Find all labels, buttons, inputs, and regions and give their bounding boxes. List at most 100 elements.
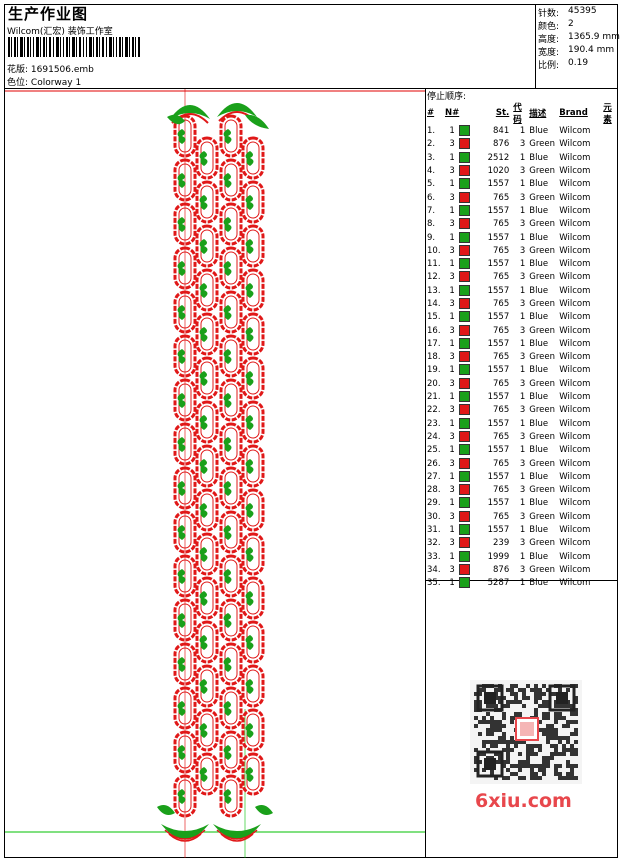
chain-link <box>195 708 219 752</box>
chain-link <box>195 620 219 664</box>
table-row: 30. 3 765 3 Green Wilcom <box>427 510 591 522</box>
color-swatch <box>459 404 471 416</box>
watermark-logo: 6xiu.com <box>475 790 572 812</box>
top-ornament <box>217 103 257 117</box>
color-swatch <box>459 537 471 549</box>
color-swatch <box>459 497 471 509</box>
leaf-motif <box>177 525 186 540</box>
table-row: 31. 1 1557 1 Blue Wilcom <box>427 524 591 536</box>
leaf-motif <box>245 415 254 430</box>
leaf-motif <box>177 129 186 144</box>
leaf-motif <box>199 415 208 430</box>
color-swatch <box>459 231 471 243</box>
table-row: 6. 3 765 3 Green Wilcom <box>427 191 591 203</box>
stat-colors: 颜色: 2 <box>538 19 574 32</box>
color-swatch <box>459 324 471 336</box>
leaf-motif <box>199 195 208 210</box>
leaf-motif <box>199 503 208 518</box>
stop-sequence-title: 停止顺序: <box>427 92 467 102</box>
chain-link <box>195 488 219 532</box>
chain-link <box>195 532 219 576</box>
leaf-motif <box>177 657 186 672</box>
table-row: 14. 3 765 3 Green Wilcom <box>427 298 591 309</box>
chain-link <box>219 642 243 686</box>
sheet-frame <box>4 4 618 858</box>
table-row: 20. 3 765 3 Green Wilcom <box>427 377 591 389</box>
table-row: 13. 1 1557 1 Blue Wilcom <box>427 284 591 296</box>
chain-link <box>173 774 197 818</box>
chain-link <box>173 730 197 774</box>
leaf-motif <box>199 371 208 386</box>
chain-link <box>219 466 243 510</box>
chain-link <box>241 752 265 796</box>
leaf-motif <box>199 723 208 738</box>
chain-link <box>195 664 219 708</box>
chain-link <box>241 444 265 488</box>
table-row: 26. 3 765 3 Green Wilcom <box>427 457 591 469</box>
leaf-motif <box>223 393 232 408</box>
table-row: 15. 1 1557 1 Blue Wilcom <box>427 311 591 323</box>
chain-link <box>219 774 243 818</box>
chain-link <box>195 312 219 356</box>
chain-link <box>241 400 265 444</box>
color-swatch <box>459 457 471 469</box>
table-row: 12. 3 765 3 Green Wilcom <box>427 271 591 283</box>
table-row: 5. 1 1557 1 Blue Wilcom <box>427 178 591 190</box>
table-row: 17. 1 1557 1 Blue Wilcom <box>427 337 591 349</box>
leaf-motif <box>223 261 232 276</box>
chain-link <box>219 114 243 158</box>
colorway-line: 色位: Colorway 1 <box>7 75 81 88</box>
color-swatch <box>459 151 471 163</box>
leaf-motif <box>223 657 232 672</box>
chain-link <box>195 444 219 488</box>
leaf-motif <box>177 349 186 364</box>
color-swatch <box>459 191 471 203</box>
bottom-ornament <box>216 829 258 840</box>
table-row: 16. 3 765 3 Green Wilcom <box>427 324 591 336</box>
chain-link <box>173 114 197 158</box>
table-row: 29. 1 1557 1 Blue Wilcom <box>427 497 591 509</box>
chain-link <box>219 598 243 642</box>
table-header: # N# St. 代码 描述 Brand 元素 <box>427 103 612 125</box>
color-swatch <box>459 430 471 442</box>
leaf-motif <box>245 503 254 518</box>
leaf-motif <box>223 437 232 452</box>
color-swatch <box>459 125 471 137</box>
studio-name: Wilcom(汇宏) 装饰工作室 <box>7 27 113 37</box>
leaf-motif <box>245 151 254 166</box>
bottom-ornament <box>255 805 273 815</box>
table-row: 21. 1 1557 1 Blue Wilcom <box>427 391 591 403</box>
qr-code-icon <box>470 680 582 784</box>
table-row: 33. 1 1999 1 Blue Wilcom <box>427 550 591 562</box>
leaf-motif <box>199 591 208 606</box>
color-swatch <box>459 391 471 403</box>
design-label: 花版: <box>7 65 29 75</box>
leaf-motif <box>199 679 208 694</box>
bottom-ornament <box>157 805 175 815</box>
stat-height: 高度: 1365.9 mm <box>538 32 620 45</box>
color-swatch <box>459 178 471 190</box>
color-swatch <box>459 550 471 562</box>
chain-link <box>195 356 219 400</box>
chain-link <box>173 158 197 202</box>
leaf-motif <box>199 327 208 342</box>
design-file-line: 花版: 1691506.emb <box>7 62 94 75</box>
chain-link <box>241 488 265 532</box>
table-row: 3. 1 2512 1 Blue Wilcom <box>427 151 591 163</box>
leaf-motif <box>223 525 232 540</box>
chain-link <box>173 334 197 378</box>
color-swatch <box>459 258 471 270</box>
table-row: 32. 3 239 3 Green Wilcom <box>427 537 591 549</box>
leaf-motif <box>223 745 232 760</box>
stat-stitches: 针数: 45395 <box>538 6 597 19</box>
color-swatch <box>459 377 471 389</box>
color-swatch <box>459 311 471 323</box>
leaf-motif <box>177 217 186 232</box>
leaf-motif <box>245 195 254 210</box>
chain-link <box>241 664 265 708</box>
color-swatch <box>459 351 471 363</box>
chain-link <box>219 290 243 334</box>
color-swatch <box>459 204 471 216</box>
chain-link <box>195 752 219 796</box>
leaf-motif <box>223 217 232 232</box>
